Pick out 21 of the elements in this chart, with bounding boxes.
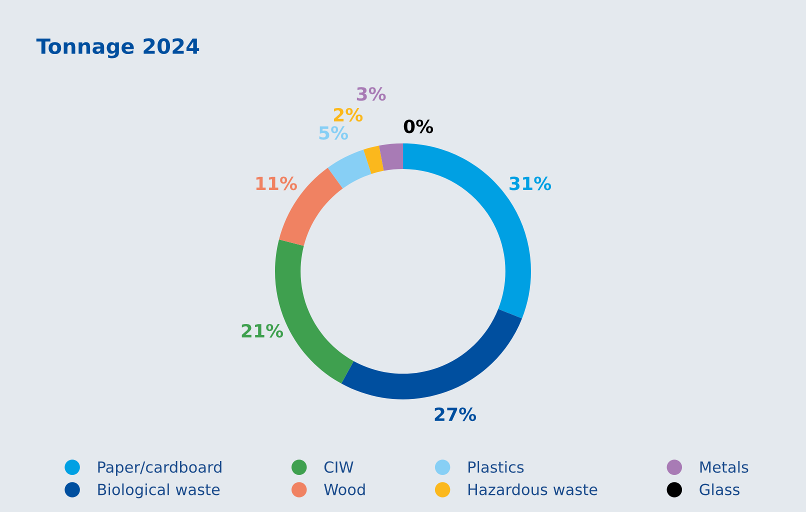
donut-slice — [328, 150, 372, 189]
legend-label: Wood — [324, 483, 365, 496]
data-label: 11% — [256, 176, 297, 190]
legend-label: CIW — [324, 461, 354, 473]
text: 0% — [404, 120, 434, 134]
donut-slice — [341, 309, 522, 400]
data-label: 2% — [334, 108, 363, 122]
legend-label: Glass — [700, 483, 740, 496]
legend-label: Plastics — [468, 461, 524, 473]
donut-slice — [363, 146, 384, 174]
legend-label: Hazardous waste — [468, 483, 598, 496]
legend-label: Metals — [700, 461, 748, 473]
data-label: 27% — [434, 407, 476, 422]
legend-label: Biological waste — [98, 483, 220, 498]
donut-slice — [379, 143, 403, 171]
data-label: 31% — [510, 176, 552, 190]
chart-title: Tonnage 2024 — [36, 38, 200, 58]
data-label: 3% — [356, 87, 386, 101]
legend-label: Paper/cardboard — [98, 461, 222, 476]
data-label: 21% — [242, 324, 284, 338]
data-label: 5% — [319, 126, 348, 140]
